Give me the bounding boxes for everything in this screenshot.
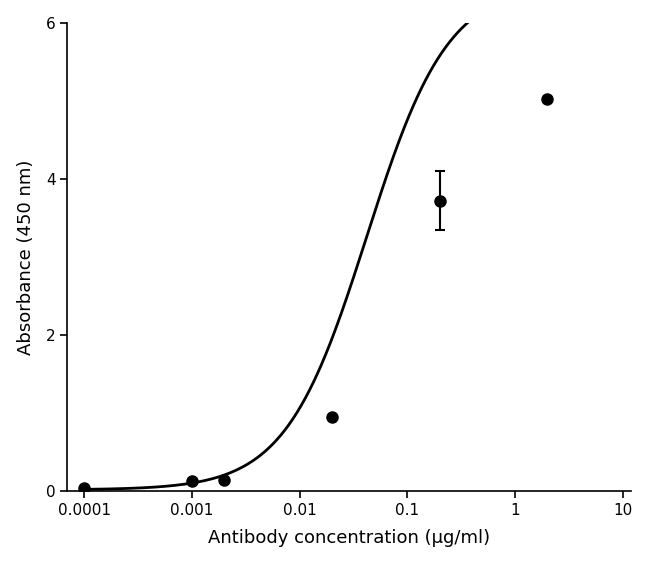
Y-axis label: Absorbance (450 nm): Absorbance (450 nm) xyxy=(17,160,34,355)
X-axis label: Antibody concentration (μg/ml): Antibody concentration (μg/ml) xyxy=(208,530,490,547)
